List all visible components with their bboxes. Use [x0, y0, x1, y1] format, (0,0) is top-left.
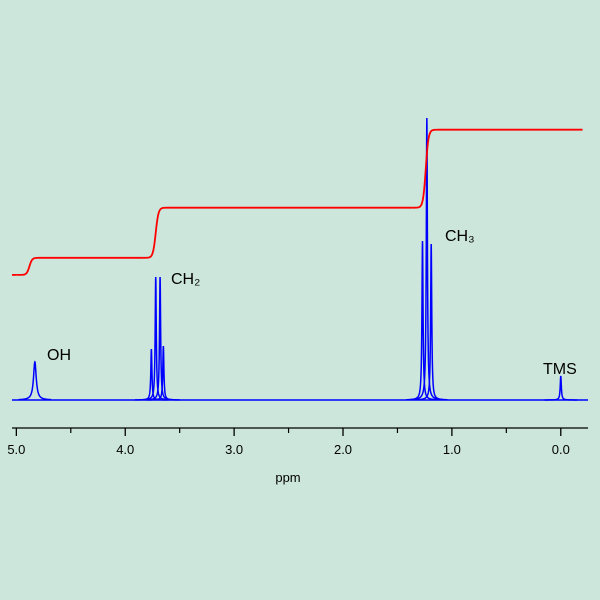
- peak: [544, 375, 578, 401]
- peak: [139, 276, 173, 401]
- peak-label: OH: [47, 347, 71, 364]
- peak: [18, 360, 52, 401]
- peak-label: TMS: [543, 361, 577, 378]
- peak: [414, 243, 448, 401]
- peak: [147, 345, 180, 401]
- integral-step: [412, 128, 583, 209]
- peak: [143, 276, 177, 401]
- x-axis-label: ppm: [275, 470, 300, 485]
- x-tick-label: 3.0: [225, 442, 243, 457]
- x-tick-label: 2.0: [334, 442, 352, 457]
- peak: [406, 240, 439, 401]
- x-tick-label: 4.0: [116, 442, 134, 457]
- peak-label: CH₃: [445, 228, 475, 245]
- integral-step: [142, 206, 413, 259]
- peak-label: CH₂: [171, 271, 200, 288]
- integral-step: [16, 256, 143, 276]
- x-tick-label: 1.0: [443, 442, 461, 457]
- x-tick-label: 5.0: [7, 442, 25, 457]
- x-tick-label: 0.0: [552, 442, 570, 457]
